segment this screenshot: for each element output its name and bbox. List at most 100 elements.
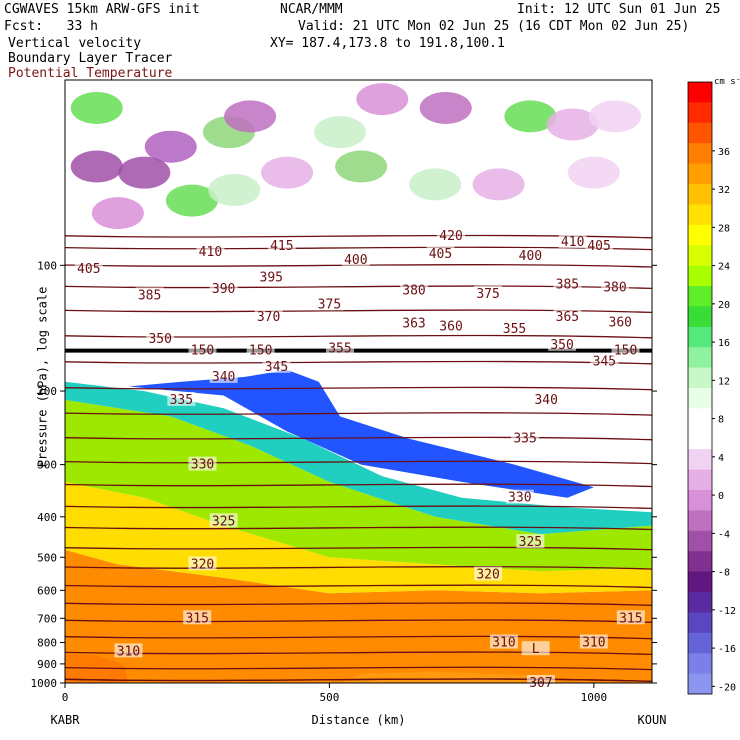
tracer-lime-band — [65, 399, 652, 572]
vertical-velocity-cell — [118, 156, 171, 189]
theta-label-text: 385 — [556, 277, 579, 292]
theta-label-text: 330 — [508, 491, 531, 506]
theta-label-text: 310 — [117, 644, 140, 659]
colorbar-swatch — [688, 490, 712, 511]
vertical-velocity-cell — [208, 173, 261, 206]
plot-border — [64, 79, 653, 684]
cross-section-coords: XY= 187.4,173.8 to 191.8,100.1 — [270, 36, 505, 51]
colorbar-swatch — [688, 388, 712, 409]
colorbar-unit: cm s⁻¹ — [714, 77, 740, 87]
theta-label-text: 405 — [429, 247, 452, 262]
vertical-velocity-cell — [313, 116, 366, 149]
theta-label: 420 — [437, 227, 466, 244]
theta-label-text: 370 — [257, 310, 280, 325]
colorbar-swatch — [688, 204, 712, 226]
theta-label: 310 — [114, 643, 143, 659]
theta-label-text: 360 — [609, 315, 632, 330]
theta-label: 385 — [553, 276, 582, 292]
theta-label: 320 — [474, 566, 503, 583]
theta-label: 375 — [315, 296, 344, 312]
theta-label-text: 350 — [148, 332, 171, 347]
colorbar-swatch — [688, 184, 712, 205]
center-label: NCAR/MMM — [280, 2, 343, 17]
theta-label: 340 — [532, 391, 561, 408]
theta-label-text: 320 — [476, 568, 499, 583]
theta-label: 370 — [254, 309, 283, 325]
colorbar-swatch — [688, 102, 712, 124]
theta-label-text: 405 — [77, 262, 100, 277]
x-tick-label: 500 — [319, 691, 339, 704]
vertical-velocity-cell — [356, 83, 409, 116]
colorbar-label: 8 — [718, 415, 724, 426]
theta-label: 335 — [167, 391, 196, 408]
theta-label: 405 — [426, 246, 455, 262]
theta-label: 330 — [505, 489, 534, 506]
theta-contour-340 — [64, 584, 653, 589]
theta-label-text: 410 — [561, 235, 584, 250]
theta-contour-335 — [64, 602, 653, 606]
theta-label-text: 420 — [439, 229, 462, 244]
theta-label: 335 — [511, 430, 540, 447]
colorbar: cm s⁻¹ 36 32 28 24 20 16 12 8 4 0 -4 -8 -12 -16 -20 — [687, 77, 740, 695]
colorbar-label: 20 — [718, 300, 730, 311]
tracer-blue-band — [128, 369, 594, 498]
y-tick-label: 800 — [37, 637, 57, 650]
valid-time: Valid: 21 UTC Mon 02 Jun 25 (16 CDT Mon … — [298, 19, 690, 34]
theta-label: 350 — [146, 330, 175, 347]
theta-label: 395 — [257, 269, 286, 286]
theta-label: 400 — [341, 251, 370, 268]
theta-label: 380 — [600, 279, 629, 295]
colorbar-label: -20 — [718, 682, 736, 693]
theta-label-text: 315 — [185, 611, 208, 626]
colorbar-swatch — [688, 612, 712, 634]
theta-label-text: 385 — [138, 288, 161, 303]
theta-label-text: 340 — [212, 370, 235, 385]
theta-label: 405 — [585, 238, 614, 254]
theta-label: 360 — [437, 318, 466, 334]
colorbar-swatch — [688, 306, 712, 328]
theta-label-text: L — [532, 642, 540, 657]
y-tick-label: 400 — [37, 511, 57, 524]
theta-label-text: 335 — [170, 393, 193, 408]
colorbar-swatch — [688, 265, 712, 287]
theta-label: 150 — [611, 342, 640, 359]
x-tick-label: 1000 — [581, 691, 608, 704]
theta-label: 345 — [262, 358, 291, 375]
vertical-velocity-cell — [70, 150, 123, 183]
init-time: Init: 12 UTC Sun 01 Jun 25 — [517, 2, 721, 17]
y-tick-label: 300 — [37, 459, 57, 472]
colorbar-swatch — [688, 245, 712, 267]
theta-label: 400 — [516, 248, 545, 264]
theta-contour-375 — [64, 436, 653, 441]
theta-label-text: 345 — [265, 360, 288, 375]
theta-label-text: 335 — [513, 432, 536, 447]
theta-label: 315 — [616, 610, 645, 626]
theta-label-text: 350 — [550, 338, 573, 353]
colorbar-swatch — [688, 367, 712, 389]
colorbar-label: 16 — [718, 338, 730, 349]
theta-label: 385 — [135, 287, 164, 303]
colorbar-swatch — [688, 551, 712, 573]
colorbar-swatch — [688, 163, 712, 185]
vertical-velocity-cell — [472, 168, 525, 201]
colorbar-border — [687, 81, 713, 695]
theta-label: L — [521, 641, 550, 657]
y-tick-label: 600 — [37, 584, 57, 597]
colorbar-label: 28 — [718, 223, 730, 234]
endpoint-right: KOUN — [638, 713, 667, 727]
colorbar-swatch — [688, 408, 712, 430]
theta-label-text: 400 — [344, 253, 367, 268]
theta-label-text: 315 — [619, 611, 642, 626]
vertical-velocity-cell — [165, 184, 218, 217]
colorbar-swatch — [688, 82, 712, 103]
plot-frame: 0 500 1000 100 200 300 400 500 600 700 800 900 1000 D… — [31, 79, 667, 727]
colorbar-swatch — [688, 347, 712, 369]
theta-contour-315 — [64, 666, 653, 671]
vertical-velocity-cell — [588, 100, 641, 133]
theta-label: 410 — [196, 244, 225, 260]
theta-contour-307 — [64, 678, 653, 682]
y-tick-label: 900 — [37, 658, 57, 671]
endpoint-left: KABR — [51, 713, 81, 727]
